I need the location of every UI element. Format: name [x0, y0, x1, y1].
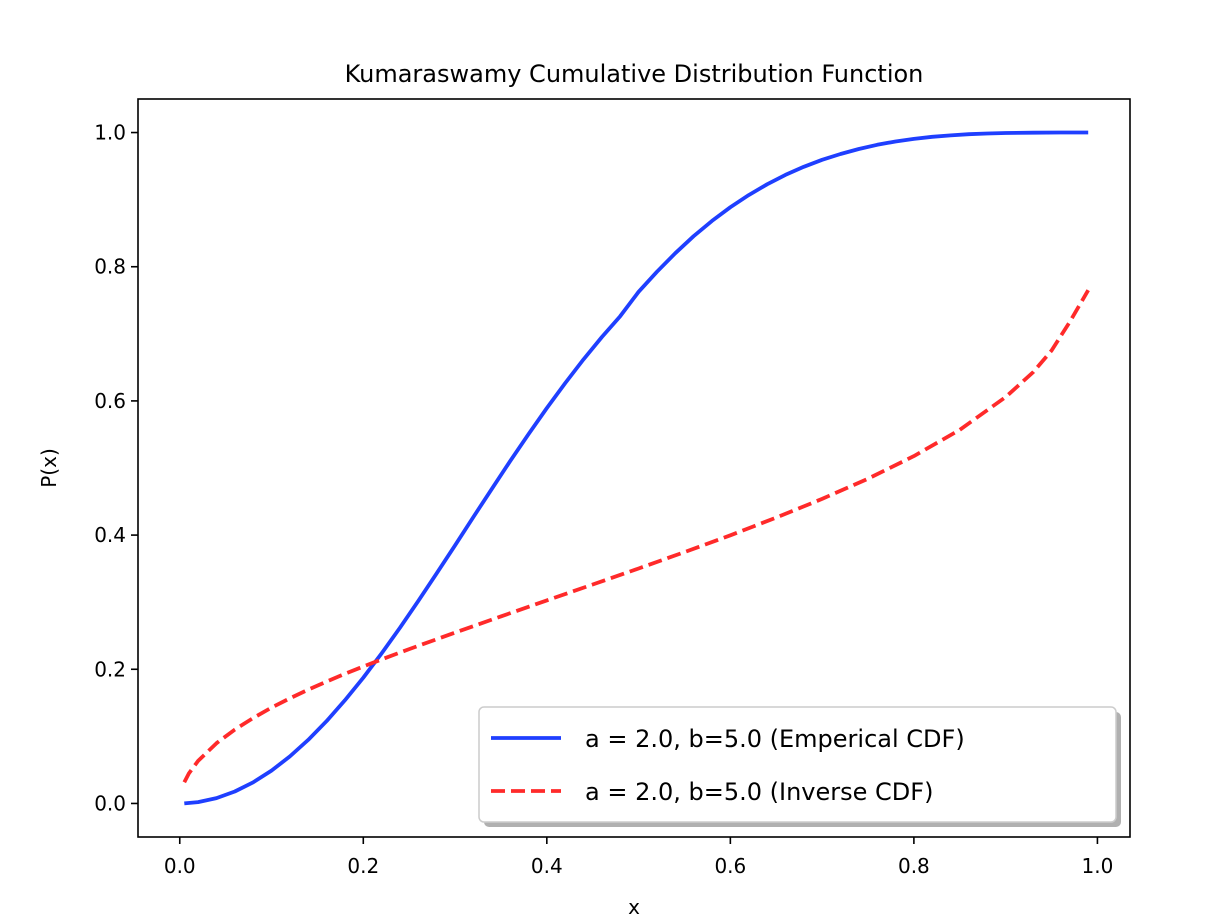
empirical-cdf-line: [184, 130, 1089, 806]
x-tick-label: 0.4: [531, 854, 563, 878]
legend-box: [478, 706, 1117, 823]
x-tick-label: 0.0: [164, 854, 196, 878]
y-tick-label: 1.0: [94, 121, 126, 145]
x-axis-label: x: [628, 895, 640, 914]
y-tick-label: 0.6: [94, 389, 126, 413]
x-tick-label: 0.2: [347, 854, 379, 878]
y-tick-label: 0.0: [94, 791, 126, 815]
series-layer: [182, 130, 1090, 806]
y-axis-ticks: 0.0 0.2 0.4 0.6 0.8 1.0: [94, 121, 138, 815]
x-tick-label: 1.0: [1082, 854, 1114, 878]
legend: a = 2.0, b=5.0 (Emperical CDF) a = 2.0, b…: [478, 706, 1121, 827]
plot-frame: [137, 98, 1131, 838]
y-tick-label: 0.8: [94, 255, 126, 279]
inverse-cdf-line: [182, 289, 1090, 784]
y-tick-label: 0.4: [94, 523, 126, 547]
y-tick-label: 0.2: [94, 657, 126, 681]
x-axis-ticks: 0.0 0.2 0.4 0.6 0.8 1.0: [164, 837, 1113, 878]
chart-title: Kumaraswamy Cumulative Distribution Func…: [345, 60, 924, 88]
legend-label: a = 2.0, b=5.0 (Inverse CDF): [585, 778, 933, 806]
x-tick-label: 0.6: [714, 854, 746, 878]
y-axis-label: P(x): [37, 448, 61, 488]
legend-label: a = 2.0, b=5.0 (Emperical CDF): [585, 725, 965, 753]
x-tick-label: 0.8: [898, 854, 930, 878]
